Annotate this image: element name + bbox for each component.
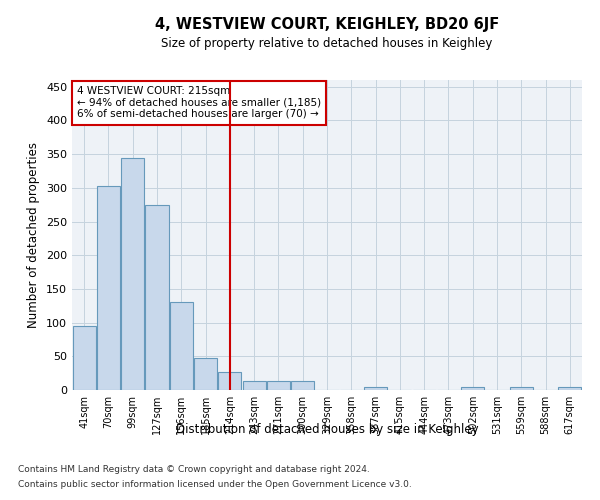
Bar xyxy=(194,358,217,390)
Bar xyxy=(218,372,241,390)
Text: Contains public sector information licensed under the Open Government Licence v3: Contains public sector information licen… xyxy=(18,480,412,489)
Bar xyxy=(121,158,144,390)
Text: Contains HM Land Registry data © Crown copyright and database right 2024.: Contains HM Land Registry data © Crown c… xyxy=(18,465,370,474)
Bar xyxy=(73,326,95,390)
Y-axis label: Number of detached properties: Number of detached properties xyxy=(28,142,40,328)
Bar xyxy=(170,302,193,390)
Bar xyxy=(559,386,581,390)
Bar xyxy=(267,381,290,390)
Bar xyxy=(291,381,314,390)
Bar xyxy=(510,386,533,390)
Text: Size of property relative to detached houses in Keighley: Size of property relative to detached ho… xyxy=(161,38,493,51)
Text: 4 WESTVIEW COURT: 215sqm
← 94% of detached houses are smaller (1,185)
6% of semi: 4 WESTVIEW COURT: 215sqm ← 94% of detach… xyxy=(77,86,321,120)
Bar xyxy=(97,186,120,390)
Text: 4, WESTVIEW COURT, KEIGHLEY, BD20 6JF: 4, WESTVIEW COURT, KEIGHLEY, BD20 6JF xyxy=(155,18,499,32)
Text: Distribution of detached houses by size in Keighley: Distribution of detached houses by size … xyxy=(176,422,478,436)
Bar xyxy=(242,381,266,390)
Bar xyxy=(145,204,169,390)
Bar xyxy=(461,386,484,390)
Bar xyxy=(364,386,387,390)
